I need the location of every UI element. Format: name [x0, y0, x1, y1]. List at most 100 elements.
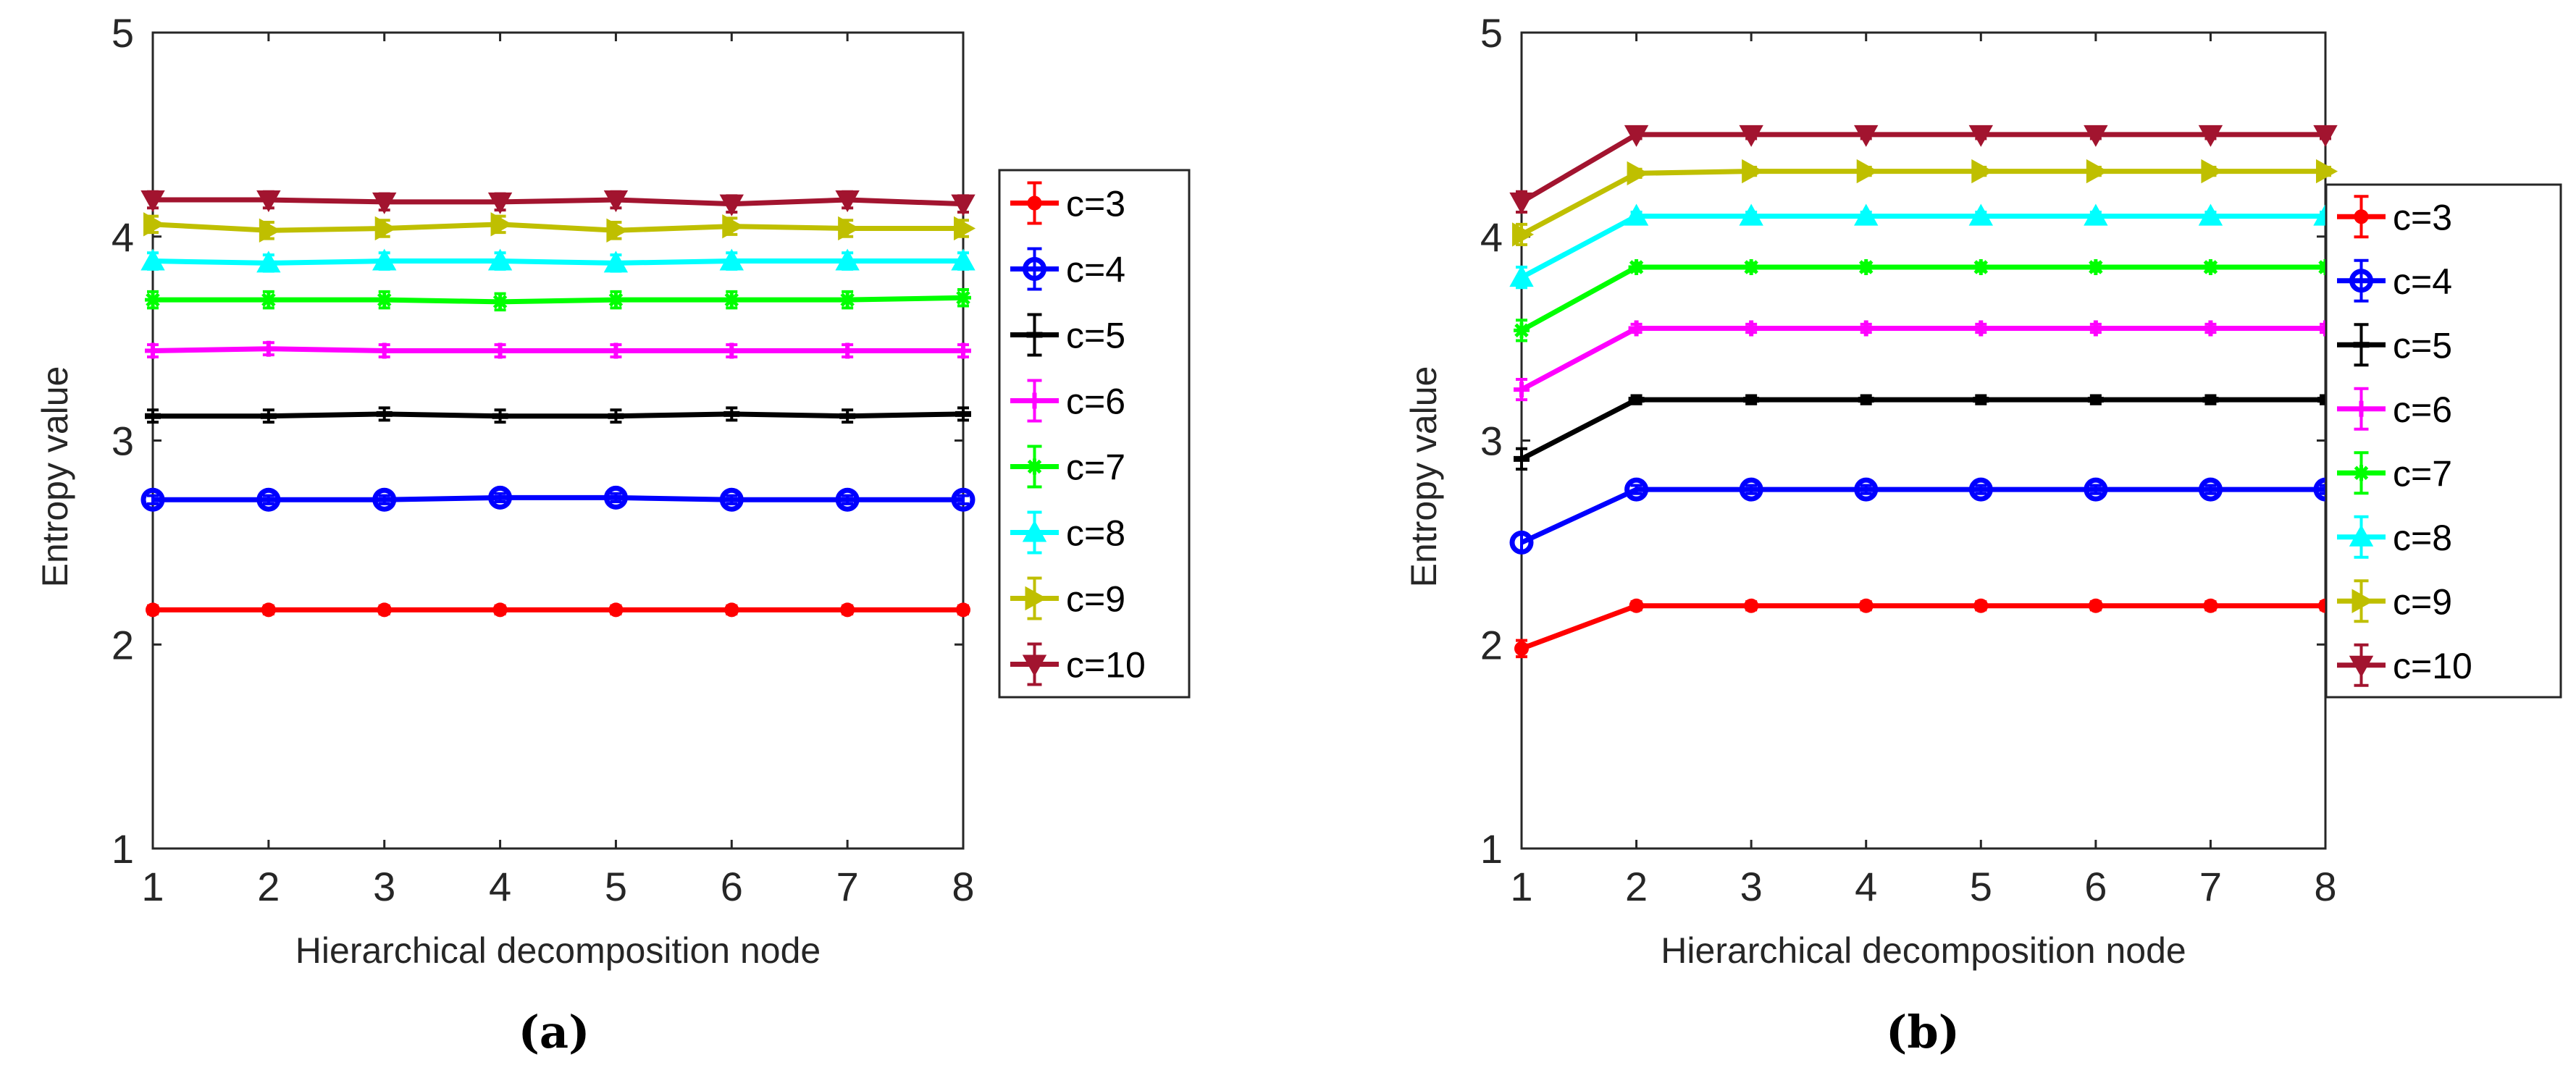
legend-marker [2351, 589, 2374, 613]
legend-item-c=5: c=5 [2337, 323, 2452, 367]
data-point [145, 292, 161, 308]
error-bar [262, 494, 274, 505]
data-point [1854, 203, 1879, 226]
legend-label: c=8 [2393, 518, 2452, 558]
series-c=5 [1514, 394, 2333, 471]
error-bar [957, 494, 969, 505]
data-point [261, 602, 276, 618]
error-bar [1745, 484, 1758, 495]
data-point [1512, 222, 1535, 247]
legend-marker [2354, 209, 2369, 224]
y-tick-label: 3 [112, 418, 134, 464]
y-tick-label: 4 [112, 214, 134, 260]
data-point [1509, 530, 1534, 555]
y-tick-label: 5 [1480, 10, 1503, 56]
data-point [1858, 259, 1874, 276]
data-point [2198, 477, 2223, 502]
series-c=4 [1509, 477, 2338, 555]
legend-label: c=7 [2393, 453, 2452, 494]
data-point [951, 248, 976, 271]
data-point [2084, 203, 2108, 226]
series-c=6 [145, 340, 971, 359]
series-c=10 [1509, 125, 2338, 214]
data-point [1514, 641, 1529, 656]
data-point [608, 342, 624, 359]
legend-marker [1023, 257, 1046, 281]
x-tick-label: 6 [721, 864, 743, 909]
legend-swatch-errorbar [2354, 258, 2369, 303]
x-tick-label: 2 [1625, 864, 1648, 909]
series-line [1520, 603, 2325, 652]
data-point [146, 602, 160, 618]
legend: c=3 c=4 c=5 c=6 c=7 c=8 c=9 c=10 [998, 169, 1191, 699]
error-bar [726, 494, 738, 505]
data-point [2313, 125, 2338, 147]
chart-panel-1: 1 2 3 4 5 6 7 8 1 2 3 4 5 Hierarchical decomposition … [35, 10, 1191, 1058]
legend-marker [2353, 465, 2370, 481]
y-tick-label: 2 [112, 622, 134, 668]
legend-label: c=6 [1066, 382, 1125, 422]
data-point [723, 342, 740, 359]
legend-item-c=9: c=9 [1010, 576, 1125, 620]
data-point [2202, 320, 2219, 337]
series-c=9 [143, 212, 976, 243]
series-line [153, 295, 964, 305]
data-point [372, 487, 397, 512]
data-point [376, 292, 393, 308]
series-line [1520, 264, 2325, 333]
data-point [1514, 382, 1530, 398]
data-point [256, 190, 281, 213]
data-point [1743, 259, 1760, 276]
data-point [2198, 203, 2223, 226]
error-bar [378, 494, 390, 505]
legend-label: c=5 [1066, 316, 1125, 356]
data-point [606, 218, 629, 243]
data-point [722, 214, 744, 239]
series-line [1520, 397, 2325, 461]
data-point [2084, 125, 2108, 147]
data-point [1624, 203, 1649, 226]
series-c=3 [146, 602, 970, 618]
data-point [2087, 259, 2104, 276]
data-point [955, 342, 971, 359]
data-point [723, 292, 740, 308]
data-point [140, 487, 165, 512]
legend-item-c=4: c=4 [2337, 258, 2452, 303]
x-tick-label: 4 [1855, 864, 1877, 909]
legend-item-c=3: c=3 [1010, 181, 1125, 225]
series-line [1520, 214, 2325, 280]
data-point [2203, 598, 2218, 613]
data-point [140, 190, 165, 213]
data-point [1854, 125, 1879, 147]
data-point [2198, 125, 2223, 147]
y-tick-label: 2 [1480, 622, 1503, 668]
data-point [719, 248, 744, 271]
x-tick-label: 3 [1740, 864, 1763, 909]
data-point [256, 250, 281, 273]
data-point [2087, 320, 2104, 337]
data-point [488, 485, 513, 510]
data-point [608, 292, 624, 308]
series-line [152, 346, 963, 354]
data-point [372, 248, 397, 271]
data-point [603, 485, 628, 510]
data-point [1968, 125, 1993, 147]
legend-label: c=10 [2393, 646, 2472, 686]
legend-label: c=4 [2393, 261, 2452, 302]
data-point [954, 216, 976, 241]
panel-caption: (a) [519, 1006, 590, 1058]
x-tick-label: 2 [257, 864, 280, 909]
data-point [603, 190, 629, 213]
series-line [1520, 326, 2325, 392]
panel-caption: (b) [1886, 1006, 1960, 1058]
x-tick-label: 7 [836, 864, 859, 909]
data-point [492, 602, 508, 618]
data-point [1514, 322, 1530, 339]
data-point [835, 487, 860, 512]
data-point [2086, 159, 2108, 184]
error-bar [1630, 484, 1642, 495]
series-line [153, 411, 964, 419]
x-tick-label: 8 [2314, 864, 2336, 909]
data-point [1739, 125, 1763, 147]
